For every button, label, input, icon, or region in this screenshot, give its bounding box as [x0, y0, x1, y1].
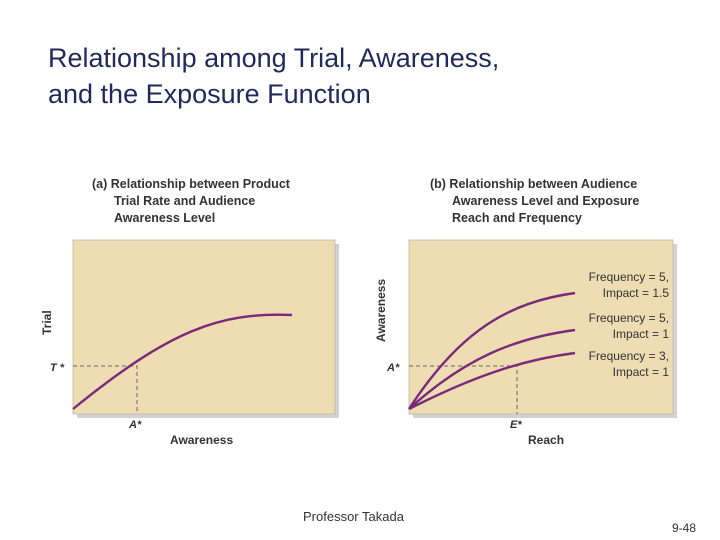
panel-b-caption-line-1: (b) Relationship between Audience	[430, 177, 638, 191]
panel-b-curve-2-label-line-2: Impact = 1	[613, 327, 670, 341]
page-number: 9-48	[672, 521, 697, 535]
panel-a-guide-line	[73, 365, 138, 414]
panel-a-plot: T * A* Awareness Trial	[40, 239, 339, 447]
panel-b-plot: Frequency = 5, Impact = 1.5 Frequency = …	[374, 239, 677, 447]
panel-b-curve-2-label-line-1: Frequency = 5,	[589, 311, 669, 325]
panel-b-curve-1	[407, 291, 576, 410]
panel-b-x-axis-label: Reach	[528, 433, 564, 447]
panel-a-caption-line-3: Awareness Level	[114, 211, 216, 225]
panel-b-caption: (b) Relationship between Audience Awaren…	[430, 176, 639, 227]
footer-author: Professor Takada	[303, 509, 404, 524]
panel-a-x-axis-label: Awareness	[170, 433, 233, 447]
panel-b-caption-line-2: Awareness Level and Exposure	[452, 194, 640, 208]
panel-a-caption: (a) Relationship between Product Trial R…	[92, 176, 290, 227]
panel-a-y-marker: T *	[50, 362, 65, 374]
slide-title-line-2: and the Exposure Function	[48, 79, 371, 109]
panel-b-curve-2	[408, 328, 576, 410]
panel-a-curve	[72, 313, 293, 410]
panel-b-curve-3-label-line-2: Impact = 1	[613, 365, 670, 379]
panel-a-caption-line-2: Trial Rate and Audience	[114, 194, 256, 208]
panel-b-curve-3-label-line-1: Frequency = 3,	[589, 349, 669, 363]
panel-a-caption-line-1: (a) Relationship between Product	[92, 177, 290, 191]
panel-a-x-marker: A*	[128, 419, 142, 431]
slide-title: Relationship among Trial, Awareness, and…	[48, 40, 688, 112]
panel-b-caption-line-3: Reach and Frequency	[452, 211, 582, 225]
panel-b-curve-1-label-line-2: Impact = 1.5	[603, 286, 670, 300]
panel-b-curve-3	[408, 351, 576, 411]
slide-title-line-1: Relationship among Trial, Awareness,	[48, 43, 500, 73]
panel-b-background	[408, 239, 674, 415]
panel-b-y-axis-label: Awareness	[374, 279, 388, 342]
panel-a-y-axis-label: Trial	[40, 310, 54, 335]
panel-b-y-marker: A*	[386, 362, 400, 374]
panel-b-x-marker: E*	[510, 419, 522, 431]
panel-b-curve-1-label-line-1: Frequency = 5,	[589, 270, 669, 284]
